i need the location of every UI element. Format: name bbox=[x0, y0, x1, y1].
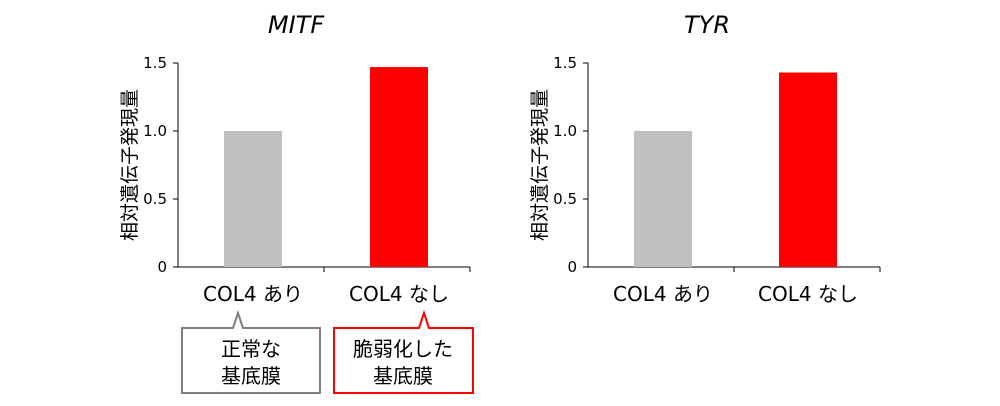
callout-line: 基底膜 bbox=[221, 364, 281, 388]
y-axis-label: 相対遺伝子発現量 bbox=[119, 89, 141, 241]
callout-box bbox=[333, 309, 474, 394]
chart-title: MITF bbox=[268, 11, 325, 39]
callout-line: 正常な bbox=[221, 337, 281, 361]
y-tick-label: 0 bbox=[567, 258, 577, 276]
callout-weakened: 脆弱化した 基底膜 bbox=[333, 309, 474, 394]
bar-col4-ari bbox=[634, 131, 692, 267]
y-tick-label: 0.5 bbox=[143, 190, 167, 208]
chart-mitf: MITF 相対遺伝子発現量 0 0.5 1.0 1.5 COL4 あり COL4… bbox=[119, 11, 474, 394]
callout-line: 脆弱化した bbox=[353, 337, 453, 361]
chart-title: TYR bbox=[684, 11, 730, 39]
bar-col4-nashi bbox=[370, 67, 428, 267]
y-tick-label: 1.0 bbox=[143, 122, 167, 140]
callout-line: 基底膜 bbox=[373, 364, 433, 388]
y-tick-label: 0.5 bbox=[553, 190, 577, 208]
bar-col4-nashi bbox=[779, 72, 837, 268]
bar-col4-ari bbox=[224, 131, 282, 267]
x-tick-label: COL4 なし bbox=[349, 282, 449, 306]
y-tick-label: 1.5 bbox=[553, 54, 577, 72]
y-tick-label: 1.5 bbox=[143, 54, 167, 72]
y-ticks: 0 0.5 1.0 1.5 bbox=[553, 54, 588, 276]
y-ticks: 0 0.5 1.0 1.5 bbox=[143, 54, 178, 276]
y-tick-label: 1.0 bbox=[553, 122, 577, 140]
y-axis-label: 相対遺伝子発現量 bbox=[529, 89, 551, 241]
y-tick-label: 0 bbox=[157, 258, 167, 276]
x-tick-label: COL4 あり bbox=[203, 282, 303, 306]
chart-tyr: TYR 相対遺伝子発現量 0 0.5 1.0 1.5 COL4 あり COL4 … bbox=[529, 11, 881, 306]
callout-normal: 正常な 基底膜 bbox=[181, 309, 321, 394]
callout-box bbox=[181, 309, 321, 394]
x-tick-label: COL4 なし bbox=[758, 282, 858, 306]
x-tick-label: COL4 あり bbox=[613, 282, 713, 306]
